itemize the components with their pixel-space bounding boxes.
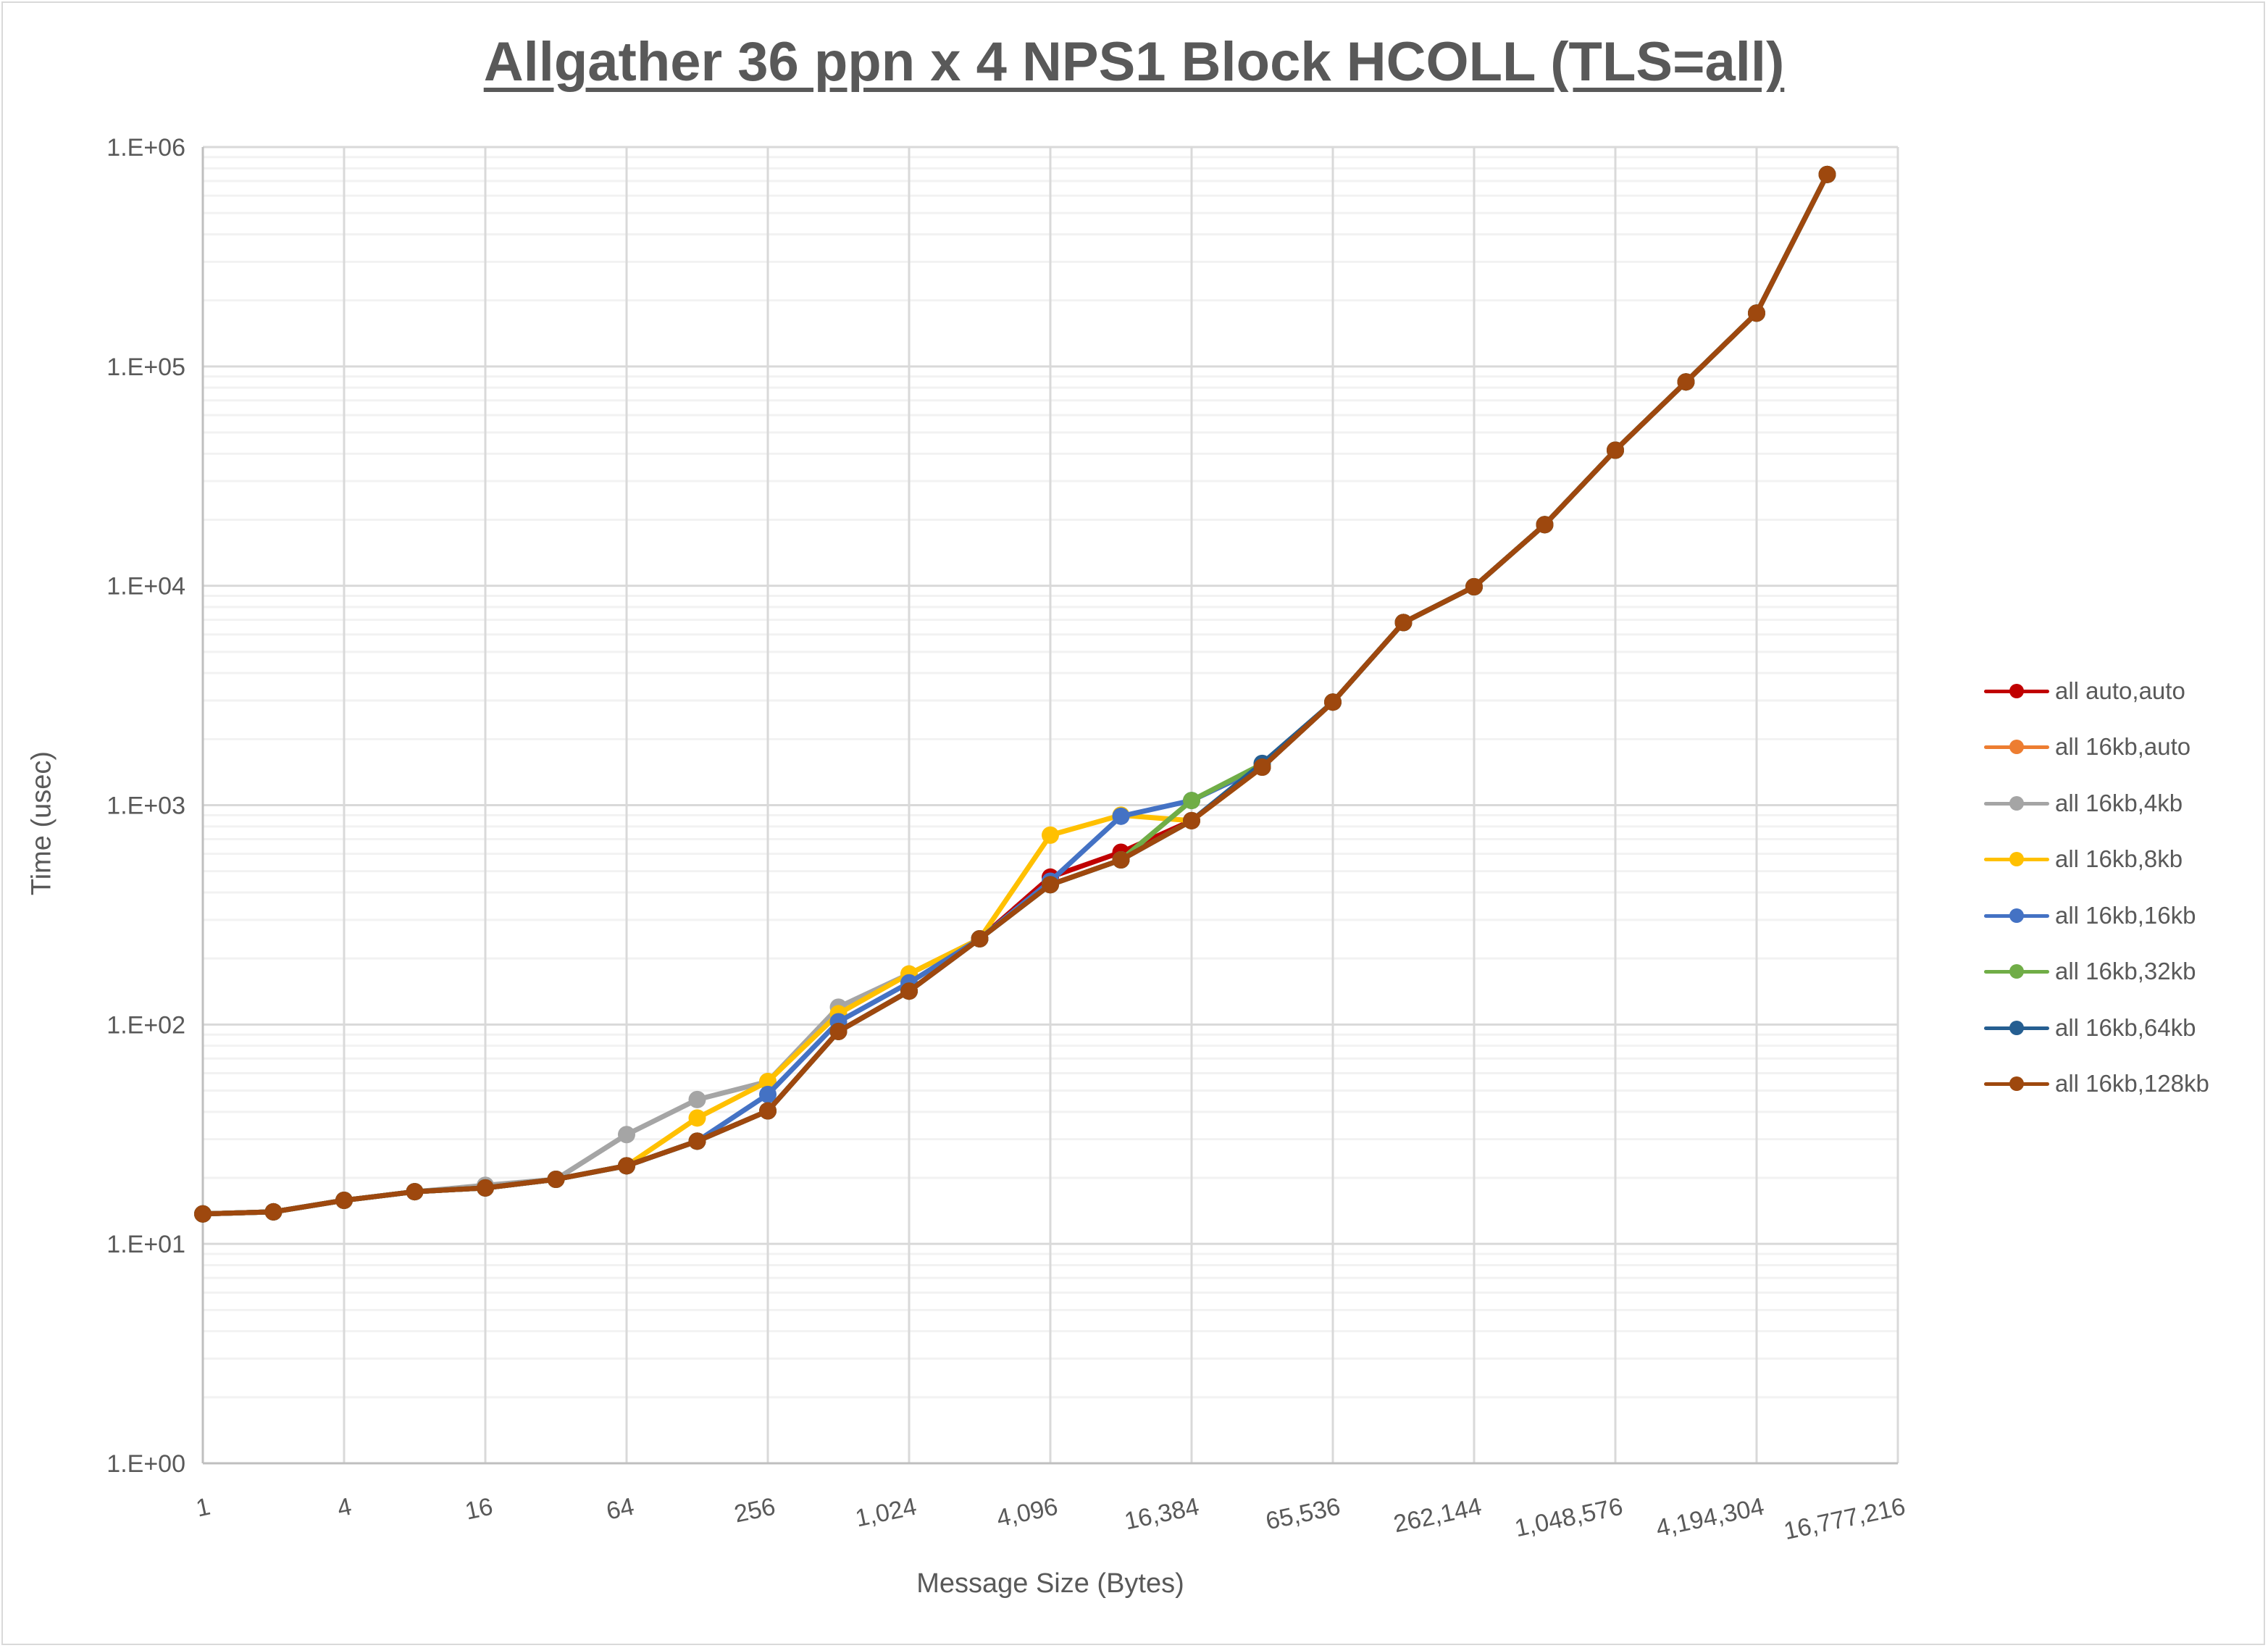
data-point-marker — [264, 1202, 283, 1221]
data-point-marker — [971, 929, 989, 948]
legend-item[interactable]: all 16kb,8kb — [1981, 832, 2209, 888]
legend-line-marker-icon — [1981, 964, 2052, 979]
legend-line-marker-icon — [1981, 908, 2052, 923]
series-all-auto-auto — [194, 165, 1836, 1223]
y-tick-label: 1.E+06 — [106, 134, 185, 162]
legend-label: all 16kb,64kb — [2055, 1013, 2196, 1041]
data-point-marker — [477, 1179, 494, 1197]
data-point-marker — [900, 982, 918, 1000]
series-all-16kb-32kb — [194, 165, 1836, 1223]
y-tick-label: 1.E+05 — [106, 354, 185, 381]
legend-label: all 16kb,32kb — [2055, 958, 2196, 985]
y-tick-label: 1.E+03 — [106, 792, 185, 820]
x-tick-label: 16 — [463, 1493, 495, 1526]
legend-line-marker-icon — [1981, 795, 2052, 811]
data-point-marker — [194, 1205, 212, 1223]
chart-title: Allgather 36 ppn x 4 NPS1 Block HCOLL (T… — [483, 31, 1785, 93]
legend-line-marker-icon — [1981, 852, 2052, 867]
x-tick-label: 4,194,304 — [1654, 1493, 1767, 1543]
data-point-marker — [1748, 304, 1765, 322]
data-point-marker — [1112, 807, 1130, 825]
legend-item[interactable]: all 16kb,4kb — [1981, 775, 2209, 832]
legend-item[interactable]: all 16kb,64kb — [1981, 1000, 2209, 1056]
data-point-marker — [1394, 614, 1413, 632]
legend-item[interactable]: all 16kb,16kb — [1981, 887, 2209, 944]
x-tick-label: 4,096 — [995, 1493, 1060, 1533]
data-point-marker — [688, 1132, 706, 1150]
x-tick-labels: 1 4 16 64 256 1,024 4,096 16,384 65,536 262,144 1,… — [193, 1493, 1907, 1546]
data-point-marker — [1536, 516, 1554, 534]
y-tick-label: 1.E+01 — [106, 1231, 185, 1258]
x-tick-label: 1,024 — [853, 1493, 919, 1533]
series-all-16kb-64kb — [194, 165, 1836, 1223]
data-point-marker — [618, 1157, 635, 1175]
data-point-marker — [759, 1102, 777, 1120]
y-tick-label: 1.E+00 — [106, 1450, 185, 1478]
data-point-marker — [1324, 693, 1342, 711]
data-point-marker — [1253, 758, 1271, 777]
legend-label: all 16kb,auto — [2055, 733, 2191, 761]
x-axis-label: Message Size (Bytes) — [916, 1568, 1184, 1599]
data-point-marker — [688, 1109, 706, 1127]
legend-item[interactable]: all 16kb,auto — [1981, 719, 2209, 776]
y-tick-labels: 1.E+06 1.E+05 1.E+04 1.E+03 1.E+02 1.E+01 1.E+… — [106, 134, 185, 1478]
data-point-marker — [406, 1183, 424, 1201]
x-tick-label: 4 — [335, 1493, 353, 1523]
x-tick-label: 256 — [732, 1493, 777, 1528]
legend-label: all 16kb,16kb — [2055, 901, 2196, 929]
data-point-marker — [1465, 577, 1483, 595]
y-tick-label: 1.E+04 — [106, 573, 185, 601]
data-point-marker — [1183, 792, 1200, 810]
legend-item[interactable]: all auto,auto — [1981, 663, 2209, 719]
legend-line-marker-icon — [1981, 683, 2052, 698]
x-tick-label: 64 — [604, 1493, 637, 1526]
data-point-marker — [547, 1170, 565, 1188]
x-tick-label: 16,777,216 — [1781, 1493, 1907, 1546]
x-tick-label: 16,384 — [1122, 1493, 1202, 1536]
x-tick-label: 65,536 — [1263, 1493, 1343, 1536]
legend-line-marker-icon — [1981, 1076, 2052, 1092]
data-point-marker — [759, 1072, 777, 1090]
x-tick-label: 1 — [193, 1493, 212, 1523]
data-point-marker — [1183, 811, 1200, 829]
chart-legend: all auto,auto all 16kb,auto all 16kb,4kb al… — [1981, 663, 2209, 1112]
data-point-marker — [688, 1090, 706, 1108]
data-series — [194, 165, 1836, 1223]
data-point-marker — [1818, 165, 1836, 183]
series-all-16kb-4kb — [194, 165, 1836, 1223]
x-tick-label: 1,048,576 — [1512, 1493, 1625, 1543]
data-point-marker — [1042, 826, 1059, 844]
legend-label: all 16kb,128kb — [2055, 1070, 2209, 1097]
data-point-marker — [1042, 876, 1059, 894]
data-point-marker — [759, 1085, 777, 1103]
data-point-marker — [829, 1022, 848, 1040]
y-tick-label: 1.E+02 — [106, 1011, 185, 1039]
legend-item[interactable]: all 16kb,128kb — [1981, 1056, 2209, 1113]
series-all-16kb-8kb — [194, 165, 1836, 1223]
x-tick-label: 262,144 — [1392, 1493, 1484, 1539]
axes — [201, 147, 1898, 1465]
data-point-marker — [1607, 441, 1624, 459]
legend-label: all 16kb,8kb — [2055, 845, 2183, 873]
series-all-16kb-16kb — [194, 165, 1836, 1223]
data-point-marker — [1112, 851, 1130, 869]
data-point-marker — [618, 1126, 635, 1144]
legend-line-marker-icon — [1981, 1020, 2052, 1035]
legend-item[interactable]: all 16kb,32kb — [1981, 944, 2209, 1000]
series-all-16kb-128kb — [194, 165, 1836, 1223]
legend-line-marker-icon — [1981, 740, 2052, 755]
data-point-marker — [1677, 373, 1695, 391]
series-line — [200, 172, 1830, 1217]
legend-label: all 16kb,4kb — [2055, 789, 2183, 816]
legend-label: all auto,auto — [2055, 677, 2185, 704]
series-all-16kb-auto — [194, 165, 1836, 1223]
data-point-marker — [335, 1192, 353, 1210]
